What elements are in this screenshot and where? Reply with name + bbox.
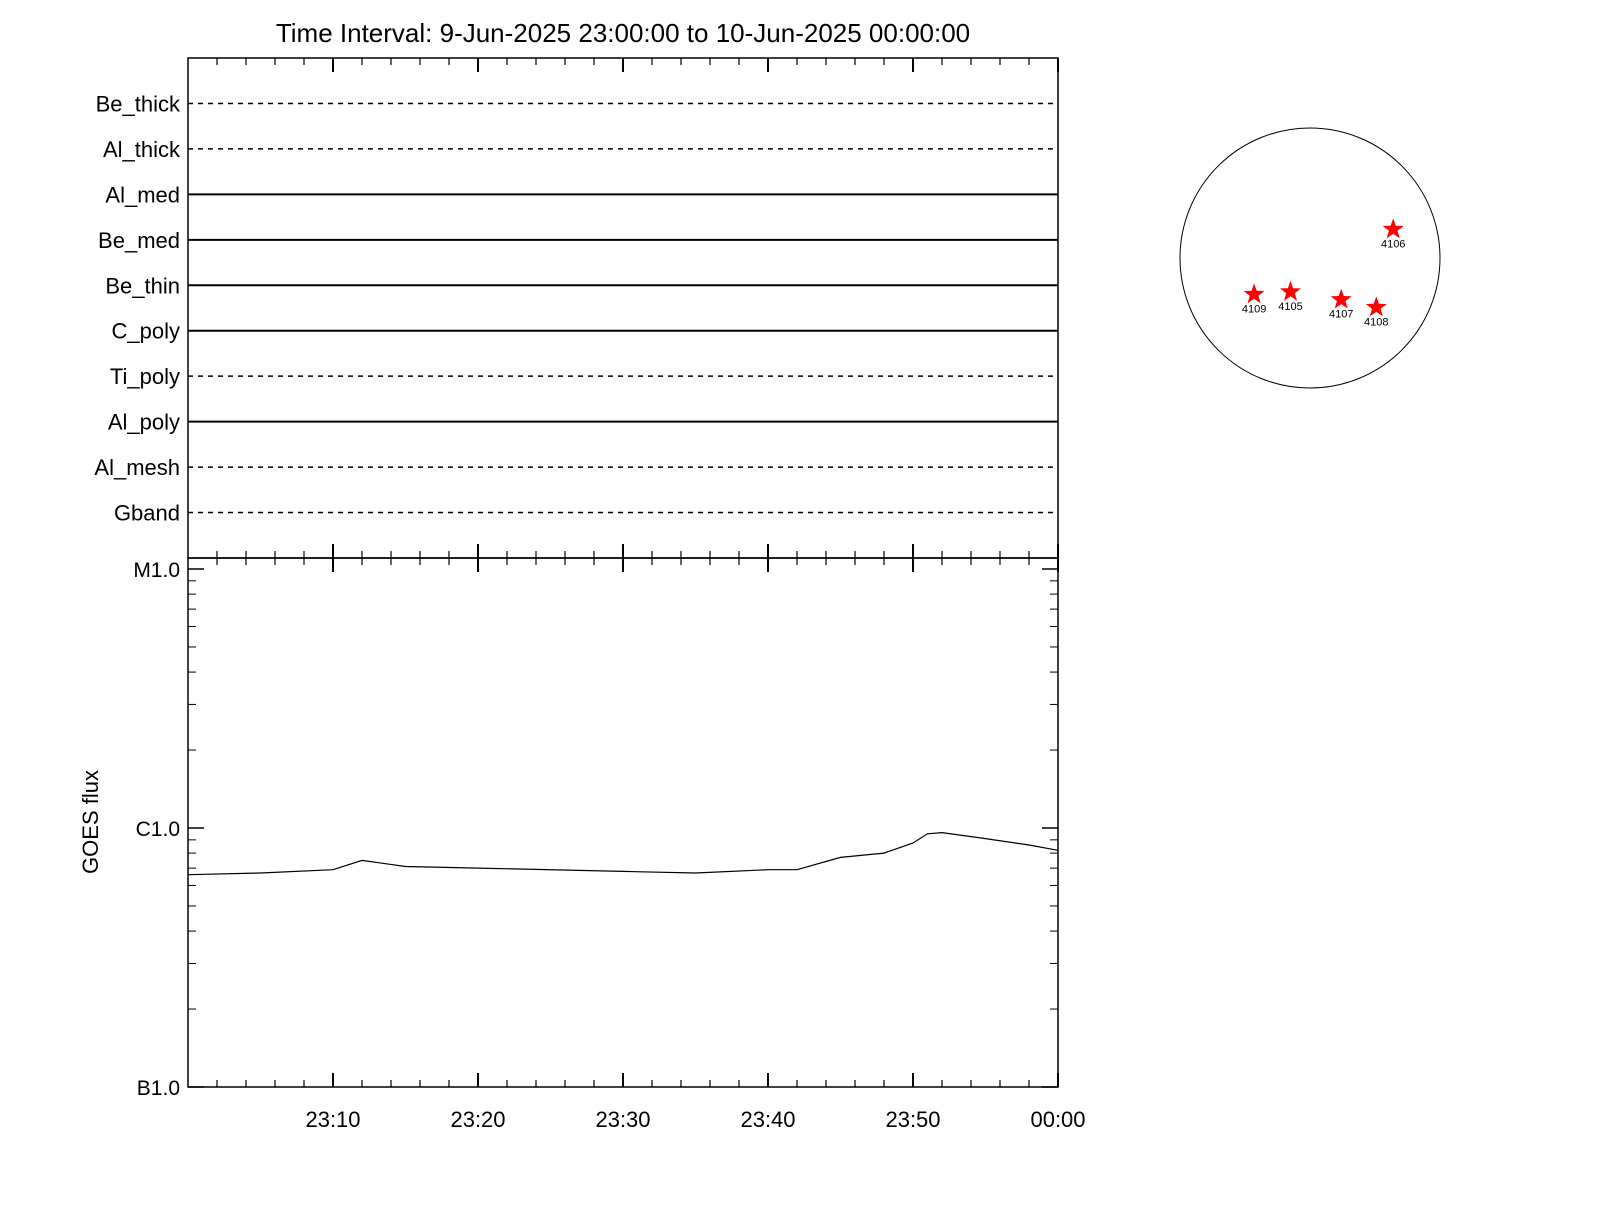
x-tick-label: 23:40 — [740, 1107, 795, 1132]
filter-label: Gband — [114, 501, 180, 526]
active-region-marker — [1280, 280, 1301, 301]
filter-label: Al_poly — [108, 410, 180, 435]
filter-label: C_poly — [112, 319, 180, 344]
filter-label: Be_med — [98, 228, 180, 253]
x-tick-label: 23:20 — [450, 1107, 505, 1132]
goes-curve — [187, 831, 1059, 876]
filter-label: Al_thick — [103, 137, 181, 162]
filter-label: Al_mesh — [94, 455, 180, 480]
active-region-label: 4105 — [1278, 301, 1302, 313]
y-tick-label: C1.0 — [136, 818, 180, 841]
active-region-label: 4109 — [1242, 303, 1266, 315]
filter-label: Be_thick — [96, 91, 181, 116]
y-tick-label: B1.0 — [137, 1077, 180, 1100]
solar-disk — [1179, 127, 1441, 389]
filter-label: Al_med — [105, 182, 180, 207]
active-region-marker — [1382, 218, 1404, 239]
active-region-marker — [1365, 296, 1387, 317]
active-region-label: 4106 — [1381, 238, 1405, 250]
y-axis-label: GOES flux — [78, 770, 103, 874]
chart-title: Time Interval: 9-Jun-2025 23:00:00 to 10… — [276, 18, 970, 48]
x-tick-label: 23:10 — [305, 1107, 360, 1132]
x-tick-label: 23:50 — [885, 1107, 940, 1132]
active-region-marker — [1330, 288, 1352, 309]
y-tick-label: M1.0 — [133, 559, 180, 582]
filter-label: Ti_poly — [110, 364, 180, 389]
active-region-marker — [1243, 283, 1265, 304]
x-tick-label: 23:30 — [595, 1107, 650, 1132]
filter-label: Be_thin — [105, 273, 180, 298]
active-region-label: 4107 — [1329, 309, 1353, 321]
active-region-label: 4108 — [1364, 316, 1388, 328]
x-tick-label: 00:00 — [1030, 1107, 1085, 1132]
